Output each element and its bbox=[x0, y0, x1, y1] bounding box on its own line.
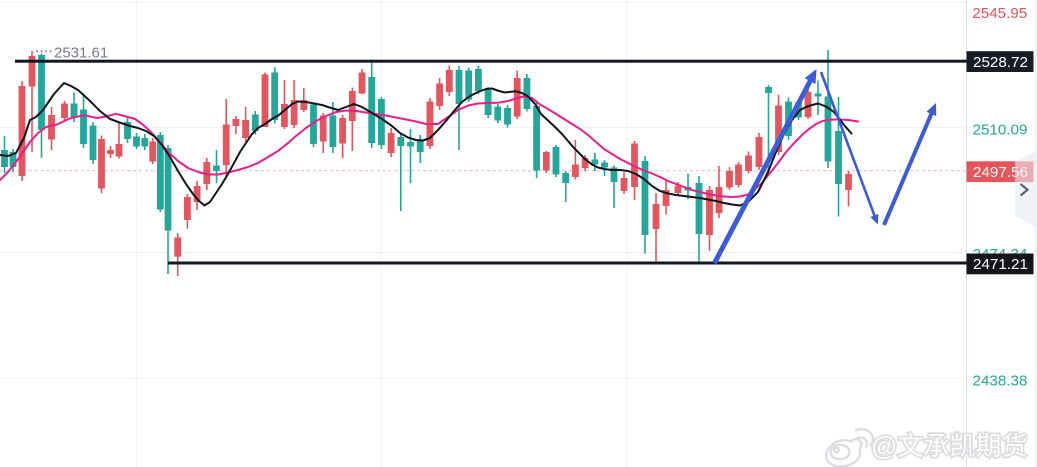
svg-text:2510.09: 2510.09 bbox=[973, 122, 1028, 139]
svg-text:2531.61: 2531.61 bbox=[54, 45, 108, 62]
svg-text:2471.21: 2471.21 bbox=[973, 256, 1028, 273]
svg-text:2438.38: 2438.38 bbox=[973, 373, 1028, 390]
svg-text:2545.95: 2545.95 bbox=[972, 5, 1027, 22]
svg-text:@文承凯期货: @文承凯期货 bbox=[871, 431, 1027, 461]
svg-text:2497.56: 2497.56 bbox=[973, 164, 1028, 181]
svg-text:2528.72: 2528.72 bbox=[973, 54, 1028, 71]
svg-text:@文承凯期货: @文承凯期货 bbox=[871, 431, 1027, 461]
